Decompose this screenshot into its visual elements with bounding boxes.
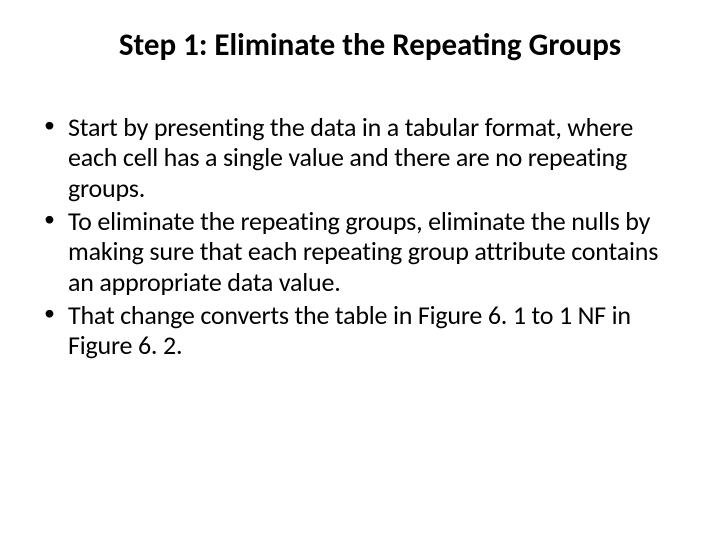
list-item: That change converts the table in Figure… (38, 300, 682, 361)
bullet-list: Start by presenting the data in a tabula… (38, 112, 682, 361)
list-item: Start by presenting the data in a tabula… (38, 112, 682, 204)
list-item: To eliminate the repeating groups, elimi… (38, 206, 682, 298)
slide-title: Step 1: Eliminate the Repeating Groups (66, 28, 674, 64)
slide-container: Step 1: Eliminate the Repeating Groups S… (0, 0, 720, 540)
